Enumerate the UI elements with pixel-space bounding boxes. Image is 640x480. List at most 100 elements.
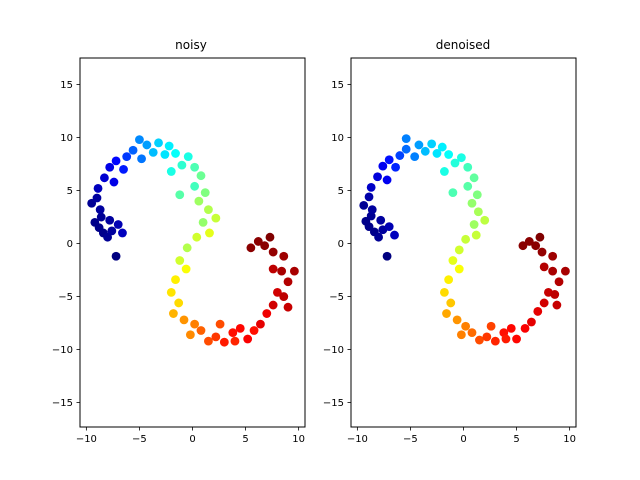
noisy-point-19	[122, 152, 132, 162]
noisy-point-36	[204, 205, 213, 215]
noisy-point-68	[279, 251, 289, 261]
denoised-point-65	[548, 266, 558, 276]
denoised-point-42	[448, 256, 458, 265]
noisy-point-39	[205, 228, 214, 238]
denoised-x-tick-label: −10	[347, 434, 368, 445]
denoised-point-71	[535, 232, 545, 242]
noisy-point-34	[200, 188, 210, 198]
noisy-point-53	[211, 332, 221, 342]
denoised-point-77	[440, 167, 449, 176]
denoised-point-31	[463, 162, 473, 172]
denoised-point-78	[448, 188, 458, 198]
noisy-plot-area	[87, 135, 299, 347]
denoised-point-40	[461, 234, 471, 244]
denoised-point-56	[506, 323, 516, 333]
noisy-point-9	[90, 217, 100, 227]
noisy-point-51	[196, 326, 206, 335]
denoised-point-29	[450, 158, 460, 168]
denoised-point-14	[373, 172, 382, 182]
noisy-y-axis: −15 −10 −5 0 5 10 15	[52, 80, 80, 409]
noisy-point-31	[190, 162, 200, 172]
denoised-point-57	[512, 334, 521, 344]
noisy-point-49	[190, 319, 200, 329]
noisy-y-tick-label: −15	[52, 398, 73, 409]
denoised-point-58	[520, 323, 530, 333]
noisy-point-45	[166, 287, 176, 297]
noisy-point-50	[185, 330, 195, 340]
denoised-point-17	[384, 155, 394, 165]
denoised-y-tick-label: 5	[338, 186, 344, 197]
noisy-point-69	[268, 247, 278, 257]
denoised-point-37	[480, 215, 490, 225]
noisy-y-tick-label: −10	[52, 345, 73, 356]
noisy-point-52	[204, 336, 213, 346]
denoised-point-36	[473, 207, 483, 217]
denoised-y-tick-label: −15	[323, 398, 344, 409]
denoised-y-tick-label: 10	[331, 133, 344, 144]
denoised-y-tick-label: −5	[329, 292, 344, 303]
denoised-point-22	[410, 152, 420, 162]
denoised-point-21	[401, 134, 411, 143]
noisy-y-tick-label: 0	[67, 239, 73, 250]
denoised-point-28	[444, 150, 454, 159]
noisy-point-33	[190, 181, 200, 191]
denoised-y-tick-label: 15	[331, 80, 344, 91]
denoised-point-27	[437, 142, 447, 152]
denoised-point-13	[366, 182, 376, 192]
noisy-point-12	[118, 228, 127, 238]
noisy-point-72	[253, 237, 263, 246]
denoised-point-48	[452, 315, 462, 325]
noisy-point-1	[92, 193, 102, 203]
noisy-point-14	[100, 173, 109, 183]
denoised-point-16	[382, 175, 392, 185]
denoised-point-25	[427, 139, 437, 149]
noisy-point-29	[177, 160, 187, 170]
noisy-point-43	[181, 264, 191, 274]
noisy-point-67	[268, 264, 278, 274]
noisy-point-11	[113, 220, 123, 229]
denoised-point-49	[461, 321, 471, 331]
denoised-point-7	[382, 251, 392, 261]
noisy-y-tick-label: −5	[58, 292, 73, 303]
denoised-x-tick-label: 10	[563, 434, 576, 445]
denoised-point-0	[359, 200, 369, 210]
noisy-x-tick-label: −5	[132, 434, 147, 445]
noisy-point-76	[215, 319, 225, 329]
denoised-point-32	[469, 173, 479, 183]
denoised-point-70	[531, 241, 541, 251]
denoised-point-24	[420, 146, 430, 156]
denoised-point-59	[527, 317, 536, 327]
noisy-point-16	[109, 177, 119, 187]
denoised-point-19	[395, 151, 405, 160]
denoised-point-11	[384, 222, 394, 231]
noisy-x-tick-label: 0	[189, 434, 195, 445]
noisy-point-27	[164, 141, 174, 151]
denoised-point-54	[490, 336, 500, 346]
denoised-point-41	[454, 245, 464, 255]
noisy-point-62	[273, 287, 282, 297]
noisy-point-56	[235, 323, 245, 333]
noisy-point-13	[93, 184, 103, 193]
noisy-point-2	[96, 212, 106, 222]
noisy-point-23	[142, 140, 152, 150]
denoised-point-43	[454, 264, 464, 274]
noisy-point-40	[192, 232, 202, 242]
noisy-point-58	[249, 326, 259, 335]
noisy-point-37	[211, 213, 221, 223]
noisy-point-71	[265, 232, 275, 242]
denoised-point-75	[501, 334, 511, 344]
denoised-x-tick-label: 0	[460, 434, 466, 445]
noisy-point-48	[179, 315, 189, 325]
noisy-point-26	[160, 150, 170, 159]
noisy-point-78	[175, 190, 185, 200]
denoised-point-67	[539, 262, 549, 272]
noisy-point-18	[119, 164, 128, 174]
noisy-x-axis: −10 −5 0 5 10	[76, 427, 305, 445]
noisy-point-38	[198, 217, 208, 227]
noisy-point-60	[262, 309, 272, 318]
denoised-point-9	[361, 216, 371, 226]
denoised-point-50	[456, 330, 466, 340]
denoised-point-69	[537, 247, 547, 257]
denoised-point-51	[467, 328, 477, 338]
denoised-point-46	[446, 298, 456, 308]
